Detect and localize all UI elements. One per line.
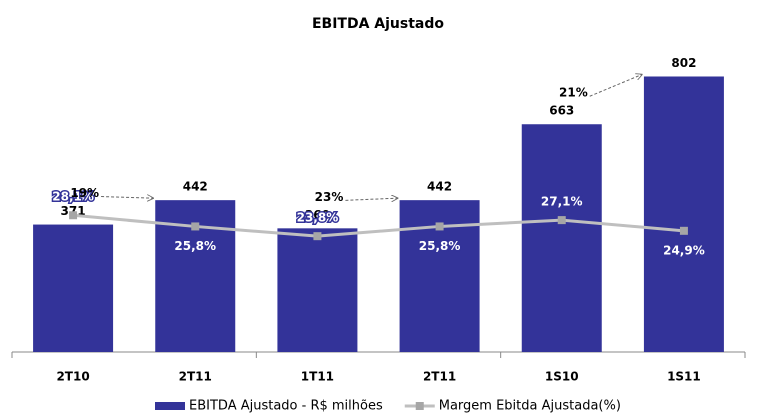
growth-label: 21% [559, 86, 588, 100]
bar [33, 224, 114, 352]
growth-arrow [345, 198, 397, 200]
x-tick-label: 1S10 [545, 370, 579, 384]
line-value-label: 24,9% [663, 243, 705, 257]
line-value-label: 25,8% [174, 239, 216, 253]
line-marker [69, 211, 78, 220]
legend-swatch [155, 402, 185, 410]
line-marker [435, 222, 444, 231]
growth-label: 23% [315, 190, 344, 204]
line [72, 213, 685, 238]
growth-label: 19% [70, 186, 99, 200]
x-tick-label: 2T10 [56, 370, 89, 384]
bar [643, 76, 724, 352]
legend-swatch [415, 402, 424, 410]
bar-value-label: 802 [671, 56, 696, 70]
x-tick-label: 1T11 [301, 370, 334, 384]
line-value-label: 28,1% [52, 190, 94, 204]
legend-label: Margem Ebitda Ajustada(%) [439, 399, 621, 414]
growth-arrow [101, 197, 153, 199]
growth-arrow [589, 74, 642, 97]
x-tick-label: 2T11 [423, 370, 456, 384]
bar [521, 124, 602, 353]
bar-value-label: 360 [305, 208, 330, 222]
line-value-label: 27,1% [541, 195, 583, 209]
bar [277, 228, 358, 352]
legend-label: EBITDA Ajustado - R$ milhões [189, 399, 383, 414]
bar-value-label: 442 [427, 180, 452, 194]
line-marker [313, 232, 322, 241]
x-tick-label: 2T11 [179, 370, 212, 384]
chart-title: EBITDA Ajustado [312, 16, 444, 32]
line-value-label: 23,8% [297, 211, 339, 225]
line-marker [557, 216, 566, 225]
line-value-label: 25,8% [419, 239, 461, 253]
line-marker [679, 226, 688, 235]
bar-value-label: 663 [549, 104, 574, 118]
x-tick-label: 1S11 [667, 370, 701, 384]
line-marker [191, 222, 200, 231]
bar-value-label: 442 [183, 180, 208, 194]
